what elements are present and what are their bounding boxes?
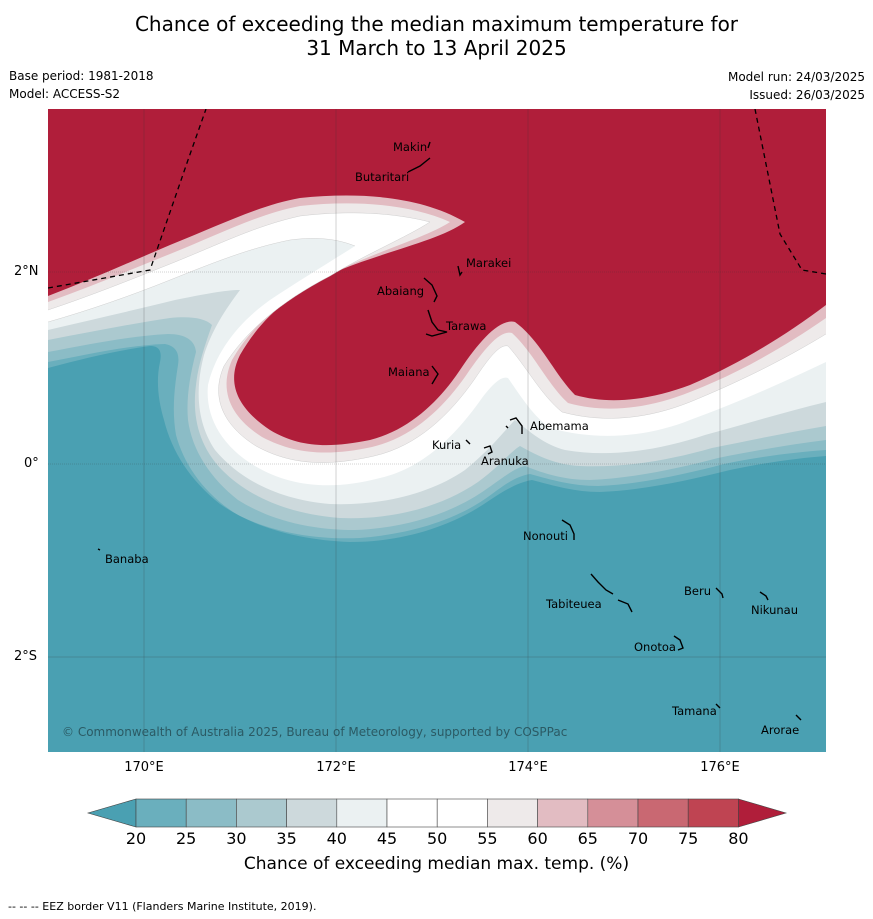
base-period: Base period: 1981-2018 bbox=[9, 69, 154, 83]
colorbar-segment-45_50 bbox=[386, 798, 438, 828]
y-tick-2n: 2°N bbox=[14, 264, 39, 279]
colorbar-tick-40: 40 bbox=[326, 829, 347, 848]
colorbar-tick-30: 30 bbox=[226, 829, 247, 848]
island-label-aranuka: Aranuka bbox=[481, 454, 529, 468]
copyright-notice: © Commonwealth of Australia 2025, Bureau… bbox=[62, 725, 568, 739]
colorbar-extend-low bbox=[86, 798, 137, 828]
x-tick-176e: 176°E bbox=[700, 760, 740, 775]
island-label-arorae: Arorae bbox=[761, 723, 799, 737]
colorbar-tick-45: 45 bbox=[376, 829, 398, 848]
colorbar-extend-high bbox=[738, 798, 788, 828]
map-title: Chance of exceeding the median maximum t… bbox=[0, 12, 873, 60]
title-line-1: Chance of exceeding the median maximum t… bbox=[134, 12, 739, 36]
island-label-tabiteuea: Tabiteuea bbox=[545, 597, 602, 611]
colorbar-tick-75: 75 bbox=[678, 829, 699, 848]
x-tick-174e: 174°E bbox=[508, 760, 548, 775]
meta-left: Base period: 1981-2018 Model: ACCESS-S2 bbox=[9, 69, 154, 105]
model-name: Model: ACCESS-S2 bbox=[9, 87, 121, 101]
island-label-banaba: Banaba bbox=[105, 552, 149, 566]
colorbar-tick-25: 25 bbox=[176, 829, 197, 848]
island-label-makin: Makin bbox=[393, 140, 427, 154]
eez-footnote: -- -- -- EEZ border V11 (Flanders Marine… bbox=[8, 900, 317, 913]
island-label-nonouti: Nonouti bbox=[523, 529, 568, 543]
colorbar-segment-60_65 bbox=[537, 798, 589, 828]
colorbar bbox=[86, 798, 788, 828]
model-run: Model run: 24/03/2025 bbox=[727, 70, 865, 84]
island-label-beru: Beru bbox=[684, 584, 711, 598]
island-label-marakei: Marakei bbox=[466, 256, 511, 270]
island-label-onotoa: Onotoa bbox=[634, 640, 676, 654]
colorbar-tick-55: 55 bbox=[477, 829, 498, 848]
colorbar-tick-50: 50 bbox=[427, 829, 448, 848]
island-label-tarawa: Tarawa bbox=[445, 319, 486, 333]
island-labels: Makin Butaritari Marakei Abaiang Tarawa Maian… bbox=[105, 140, 799, 737]
eez-border bbox=[48, 109, 826, 289]
colorbar-segment-35_40 bbox=[286, 798, 338, 828]
island-label-abaiang: Abaiang bbox=[377, 284, 424, 298]
colorbar-tick-35: 35 bbox=[276, 829, 297, 848]
island-label-kuria: Kuria bbox=[432, 438, 461, 452]
colorbar-segment-70_75 bbox=[637, 798, 689, 828]
issued-date: Issued: 26/03/2025 bbox=[749, 88, 865, 102]
probability-field bbox=[48, 109, 826, 752]
colorbar-tick-60: 60 bbox=[527, 829, 548, 848]
x-tick-170e: 170°E bbox=[124, 760, 164, 775]
colorbar-segment-20_25 bbox=[135, 798, 187, 828]
colorbar-segment-55_60 bbox=[487, 798, 538, 828]
island-label-abemama: Abemama bbox=[530, 419, 589, 433]
meta-right: Model run: 24/03/2025 Issued: 26/03/2025 bbox=[728, 70, 865, 106]
colorbar-segment-30_35 bbox=[236, 798, 287, 828]
island-outlines bbox=[97, 141, 802, 721]
colorbar-title: Chance of exceeding median max. temp. (%… bbox=[243, 854, 630, 874]
colorbar-segment-65_70 bbox=[587, 798, 639, 828]
island-label-maiana: Maiana bbox=[388, 365, 430, 379]
colorbar-segment-40_45 bbox=[336, 798, 388, 828]
colorbar-segment-75_80 bbox=[687, 798, 739, 828]
island-label-tamana: Tamana bbox=[671, 704, 717, 718]
title-line-2: 31 March to 13 April 2025 bbox=[306, 36, 567, 60]
y-tick-0: 0° bbox=[24, 456, 39, 471]
colorbar-tick-80: 80 bbox=[728, 829, 749, 848]
colorbar-tick-20: 20 bbox=[125, 829, 147, 848]
colorbar-tick-65: 65 bbox=[577, 829, 598, 848]
x-tick-172e: 172°E bbox=[316, 760, 356, 775]
colorbar-tick-70: 70 bbox=[627, 829, 649, 848]
colorbar-segment-25_30 bbox=[185, 798, 237, 828]
island-label-butaritari: Butaritari bbox=[355, 170, 409, 184]
colorbar-segment-50_55 bbox=[436, 798, 488, 828]
y-tick-2s: 2°S bbox=[14, 649, 38, 664]
island-label-nikunau: Nikunau bbox=[751, 603, 798, 617]
